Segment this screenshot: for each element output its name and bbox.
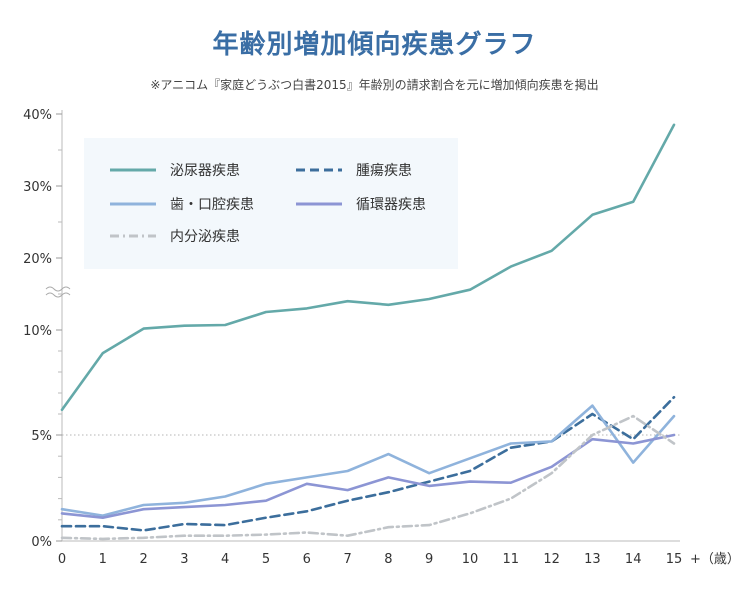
chart-subtitle: ※アニコム『家庭どうぶつ白書2015』年齢別の請求割合を元に増加傾向疾患を掲出: [150, 78, 599, 92]
chart-title: 年齢別増加傾向疾患グラフ: [212, 30, 537, 60]
y-tick-label: 10%: [23, 324, 52, 339]
series-lines: [60, 123, 676, 541]
x-tick-label: 14: [625, 552, 642, 567]
y-tick-label: 5%: [31, 429, 52, 444]
x-unit-label: +（歳）: [690, 552, 740, 567]
x-tick-label: 1: [99, 552, 107, 567]
legend-label: 内分泌疾患: [170, 229, 240, 245]
legend-label: 歯・口腔疾患: [170, 197, 254, 213]
axis-break-mark: [45, 292, 71, 298]
y-tick-label: 40%: [23, 108, 52, 123]
x-tick-label: 4: [221, 552, 229, 567]
x-tick-label: 9: [425, 552, 433, 567]
x-tick-label: 11: [503, 552, 520, 567]
x-tick-label: 8: [384, 552, 392, 567]
axis-break-mark: [45, 286, 71, 292]
y-tick-label: 20%: [23, 252, 52, 267]
x-tick-label: 5: [262, 552, 270, 567]
x-tick-label: 6: [303, 552, 311, 567]
series-line: [60, 414, 676, 541]
legend-label: 循環器疾患: [356, 197, 426, 213]
x-tick-label: 10: [462, 552, 479, 567]
series-line: [60, 404, 676, 517]
x-tick-label: 2: [139, 552, 147, 567]
y-tick-label: 0%: [31, 535, 52, 550]
series-line: [60, 395, 676, 532]
x-tick-label: 12: [543, 552, 560, 567]
x-tick-label: 7: [343, 552, 351, 567]
x-tick-label: 13: [584, 552, 601, 567]
x-tick-label: 3: [180, 552, 188, 567]
axes: 0%5%10%20%30%40%0 1 2 3 4 5 6 7 8 9 10 11 12 13 14 15 +（…: [23, 108, 740, 567]
y-tick-label: 30%: [23, 180, 52, 195]
series-line: [60, 123, 676, 412]
x-tick-label: 0: [58, 552, 66, 567]
x-tick-label: 15: [666, 552, 683, 567]
legend-label: 腫瘍疾患: [356, 162, 412, 179]
legend-label: 泌尿器疾患: [170, 163, 240, 179]
